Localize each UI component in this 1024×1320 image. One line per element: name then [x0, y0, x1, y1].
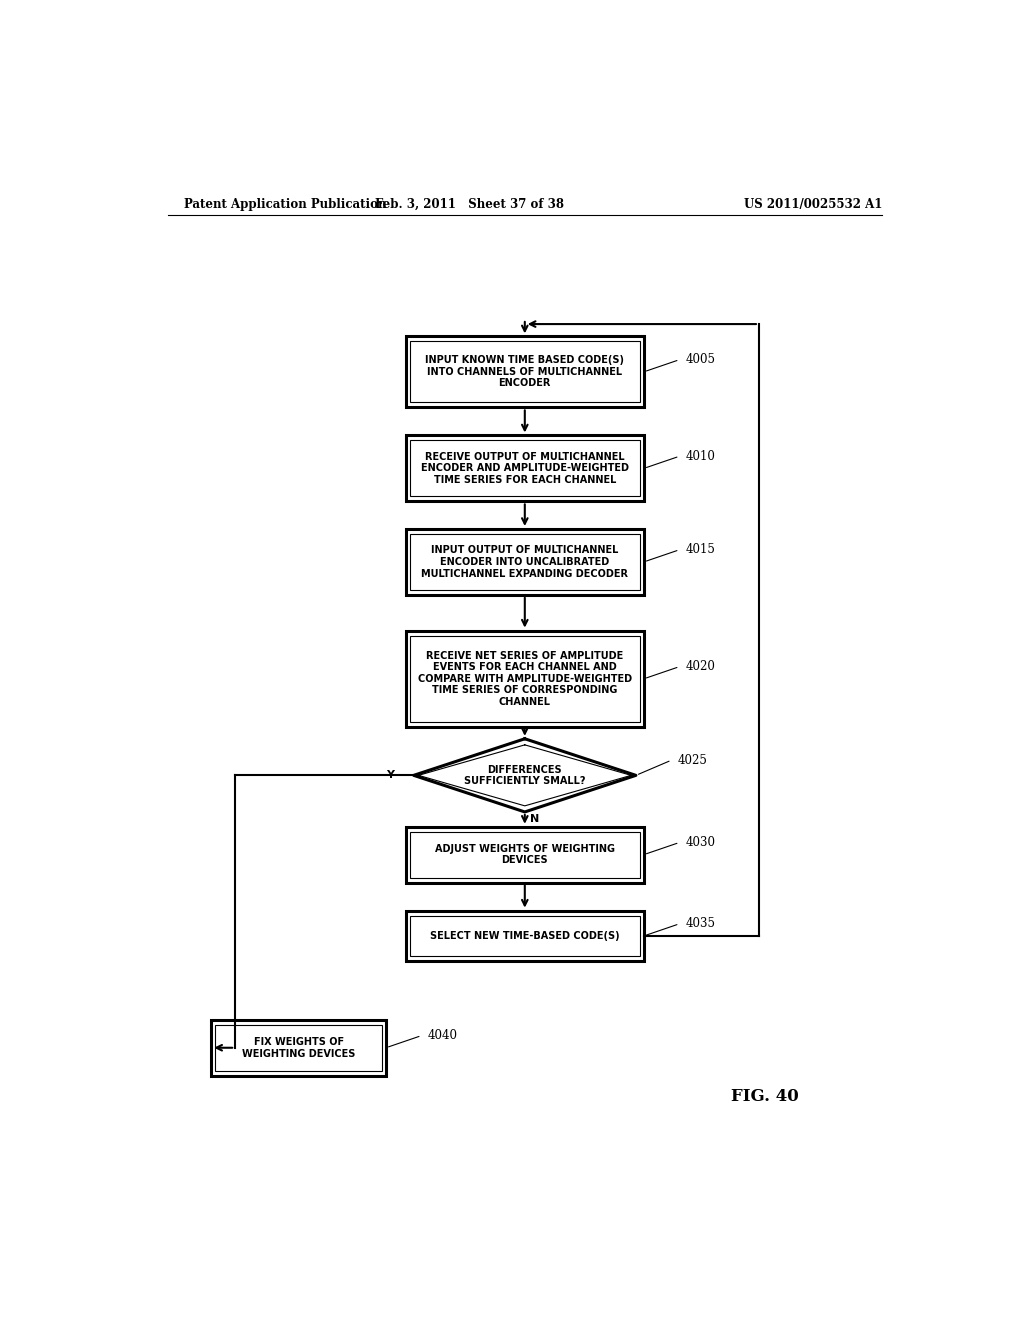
- Text: Y: Y: [386, 771, 394, 780]
- Bar: [410, 916, 640, 956]
- Text: US 2011/0025532 A1: US 2011/0025532 A1: [743, 198, 882, 211]
- Bar: [406, 337, 644, 408]
- Bar: [410, 441, 640, 496]
- Text: 4005: 4005: [686, 354, 716, 366]
- Bar: [406, 529, 644, 595]
- Bar: [406, 436, 644, 502]
- Bar: [410, 636, 640, 722]
- Bar: [406, 911, 644, 961]
- Text: 4020: 4020: [686, 660, 716, 673]
- Text: Patent Application Publication: Patent Application Publication: [183, 198, 386, 211]
- Text: 4030: 4030: [686, 836, 716, 849]
- Text: DIFFERENCES
SUFFICIENTLY SMALL?: DIFFERENCES SUFFICIENTLY SMALL?: [464, 764, 586, 787]
- Text: SELECT NEW TIME-BASED CODE(S): SELECT NEW TIME-BASED CODE(S): [430, 931, 620, 941]
- Text: 4015: 4015: [686, 544, 716, 556]
- Text: INPUT OUTPUT OF MULTICHANNEL
ENCODER INTO UNCALIBRATED
MULTICHANNEL EXPANDING DE: INPUT OUTPUT OF MULTICHANNEL ENCODER INT…: [421, 545, 629, 578]
- Bar: [406, 826, 644, 883]
- Text: 4035: 4035: [686, 917, 716, 931]
- Text: 4040: 4040: [428, 1030, 458, 1041]
- Text: N: N: [529, 814, 539, 824]
- Text: 4025: 4025: [678, 754, 708, 767]
- Bar: [410, 342, 640, 403]
- Text: Feb. 3, 2011   Sheet 37 of 38: Feb. 3, 2011 Sheet 37 of 38: [375, 198, 564, 211]
- Text: FIG. 40: FIG. 40: [731, 1088, 799, 1105]
- Bar: [410, 535, 640, 590]
- Bar: [410, 832, 640, 878]
- Text: RECEIVE NET SERIES OF AMPLITUDE
EVENTS FOR EACH CHANNEL AND
COMPARE WITH AMPLITU: RECEIVE NET SERIES OF AMPLITUDE EVENTS F…: [418, 651, 632, 708]
- Bar: [215, 1024, 382, 1071]
- Text: RECEIVE OUTPUT OF MULTICHANNEL
ENCODER AND AMPLITUDE-WEIGHTED
TIME SERIES FOR EA: RECEIVE OUTPUT OF MULTICHANNEL ENCODER A…: [421, 451, 629, 484]
- Bar: [406, 631, 644, 727]
- Text: INPUT KNOWN TIME BASED CODE(S)
INTO CHANNELS OF MULTICHANNEL
ENCODER: INPUT KNOWN TIME BASED CODE(S) INTO CHAN…: [425, 355, 625, 388]
- Text: ADJUST WEIGHTS OF WEIGHTING
DEVICES: ADJUST WEIGHTS OF WEIGHTING DEVICES: [435, 843, 614, 866]
- Bar: [211, 1020, 386, 1076]
- Text: FIX WEIGHTS OF
WEIGHTING DEVICES: FIX WEIGHTS OF WEIGHTING DEVICES: [242, 1038, 355, 1059]
- Text: 4010: 4010: [686, 450, 716, 463]
